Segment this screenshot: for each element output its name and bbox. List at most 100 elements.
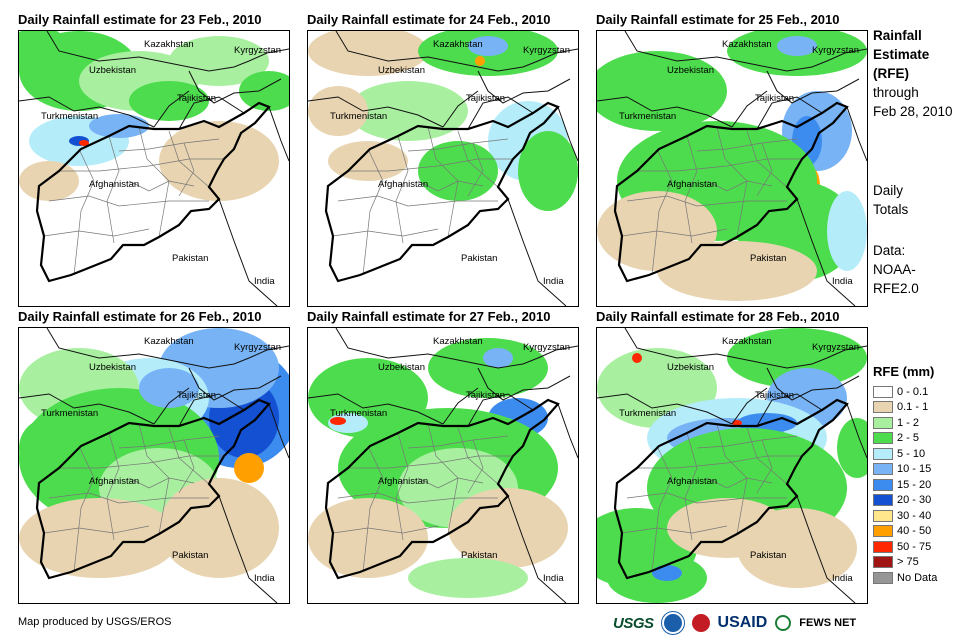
side-data-line2: NOAA- xyxy=(873,262,916,277)
province-boundary xyxy=(706,477,773,489)
country-label-uzbekistan: Uzbekistan xyxy=(378,362,425,373)
country-label-pakistan: Pakistan xyxy=(172,253,209,264)
province-boundary xyxy=(684,135,698,244)
province-boundary xyxy=(684,432,698,541)
rainfall-area xyxy=(159,121,279,201)
province-boundary xyxy=(407,435,509,449)
country-label-tajikistan: Tajikistan xyxy=(466,390,506,401)
legend: 0 - 0.1 0.1 - 1 1 - 2 2 - 5 5 - 10 10 - 15 15 … xyxy=(873,384,937,586)
fews-net-logo: FEWS NET xyxy=(799,617,857,629)
side-heading-line1: Rainfall xyxy=(873,28,922,43)
province-boundary xyxy=(128,180,195,192)
country-label-pakistan: Pakistan xyxy=(172,550,209,561)
country-label-uzbekistan: Uzbekistan xyxy=(89,65,136,76)
province-boundary xyxy=(106,135,120,244)
rainfall-map-3: Kazakhstan Kyrgyzstan Uzbekistan Tajikistan… xyxy=(596,30,868,307)
legend-item: 15 - 20 xyxy=(873,477,937,493)
country-border xyxy=(766,70,860,104)
province-boundary xyxy=(756,142,773,197)
rainfall-area xyxy=(19,418,79,478)
country-label-pakistan: Pakistan xyxy=(461,550,498,561)
legend-item: 20 - 30 xyxy=(873,493,937,509)
legend-swatch xyxy=(873,509,893,522)
rainfall-area xyxy=(328,141,408,181)
logo-strip: USGS USAID FEWS NET xyxy=(613,612,856,634)
legend-label: 50 - 75 xyxy=(897,540,932,553)
rainfall-area xyxy=(330,417,346,425)
legend-swatch xyxy=(873,385,893,398)
rainfall-area xyxy=(428,338,548,398)
rainfall-area xyxy=(657,241,817,301)
province-boundary xyxy=(696,138,798,152)
country-border xyxy=(178,393,245,427)
afghanistan-border xyxy=(613,398,849,580)
legend-swatch xyxy=(873,447,893,460)
rainfall-area xyxy=(308,31,428,76)
panel-title-5: Daily Rainfall estimate for 27 Feb., 201… xyxy=(307,309,551,324)
country-label-kyrgyzstan: Kyrgyzstan xyxy=(234,45,281,56)
legend-label: 30 - 40 xyxy=(897,509,932,522)
panel-title-4: Daily Rainfall estimate for 26 Feb., 201… xyxy=(18,309,262,324)
side-daily-line1: Daily xyxy=(873,183,904,198)
province-boundary xyxy=(332,228,439,237)
country-label-kyrgyzstan: Kyrgyzstan xyxy=(523,342,570,353)
legend-label: 5 - 10 xyxy=(897,447,926,460)
province-boundary xyxy=(621,525,728,534)
country-label-kyrgyzstan: Kyrgyzstan xyxy=(812,342,859,353)
afghanistan-border xyxy=(613,101,849,283)
country-label-turkmenistan: Turkmenistan xyxy=(41,111,99,122)
map-canvas xyxy=(597,328,867,603)
country-label-india: India xyxy=(832,276,853,287)
country-label-uzbekistan: Uzbekistan xyxy=(378,65,425,76)
rainfall-area xyxy=(777,36,817,56)
legend-item: 50 - 75 xyxy=(873,539,937,555)
rainfall-area xyxy=(448,488,568,568)
rainfall-map-6: Kazakhstan Kyrgyzstan Uzbekistan Tajikistan… xyxy=(596,327,868,604)
country-label-kazakhstan: Kazakhstan xyxy=(144,336,194,347)
country-border xyxy=(731,90,768,128)
country-label-afghanistan: Afghanistan xyxy=(378,179,429,190)
country-border xyxy=(308,393,444,425)
province-boundary xyxy=(756,439,773,494)
legend-item: 40 - 50 xyxy=(873,524,937,540)
rainfall-area xyxy=(19,31,69,76)
country-border xyxy=(766,367,860,401)
province-boundary xyxy=(427,423,459,535)
legend-label: 20 - 30 xyxy=(897,494,932,507)
country-label-turkmenistan: Turkmenistan xyxy=(330,111,388,122)
country-label-pakistan: Pakistan xyxy=(750,253,787,264)
province-boundary xyxy=(427,126,459,238)
country-border xyxy=(507,495,567,603)
rainfall-area xyxy=(667,498,787,558)
side-daily-totals: Daily Totals xyxy=(873,181,908,219)
rainfall-area xyxy=(234,453,264,483)
country-border xyxy=(507,198,567,306)
province-boundary xyxy=(73,148,95,276)
country-border xyxy=(308,96,444,128)
country-label-afghanistan: Afghanistan xyxy=(89,179,140,190)
province-boundary xyxy=(417,180,484,192)
country-label-tajikistan: Tajikistan xyxy=(466,93,506,104)
side-data-line1: Data: xyxy=(873,243,906,258)
country-border xyxy=(624,328,867,369)
legend-item: 30 - 40 xyxy=(873,508,937,524)
rainfall-area xyxy=(169,36,269,86)
side-heading: Rainfall Estimate (RFE) through Feb 28, … xyxy=(873,26,953,121)
legend-item: 0.1 - 1 xyxy=(873,400,937,416)
side-heading-line3: (RFE) xyxy=(873,66,909,81)
rainfall-area xyxy=(308,498,428,578)
legend-swatch xyxy=(873,478,893,491)
legend-swatch xyxy=(873,416,893,429)
country-border xyxy=(335,31,578,72)
rainfall-area xyxy=(418,141,498,201)
legend-item: No Data xyxy=(873,570,937,586)
province-boundary xyxy=(118,138,220,152)
country-label-kazakhstan: Kazakhstan xyxy=(722,39,772,50)
province-boundary xyxy=(637,158,802,172)
rainfall-map-2: Kazakhstan Kyrgyzstan Uzbekistan Tajikistan… xyxy=(307,30,579,307)
rainfall-area xyxy=(139,368,199,408)
legend-item: 1 - 2 xyxy=(873,415,937,431)
legend-label: 10 - 15 xyxy=(897,463,932,476)
country-label-afghanistan: Afghanistan xyxy=(378,476,429,487)
legend-title: RFE (mm) xyxy=(873,364,935,379)
